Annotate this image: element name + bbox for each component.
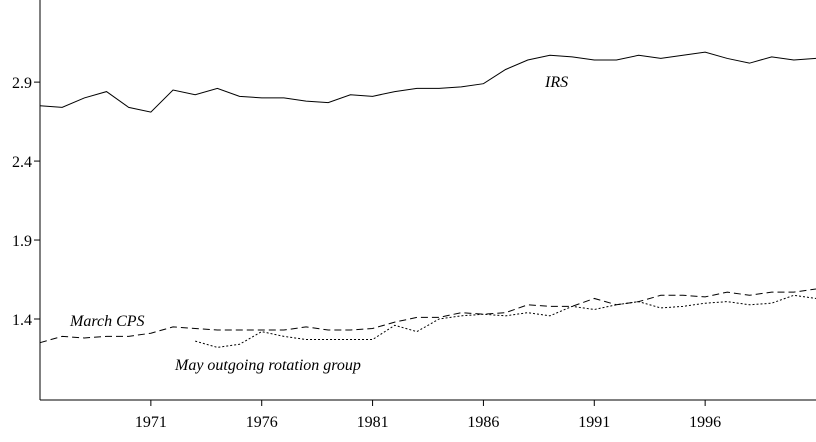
series-line [39, 51, 816, 113]
series-label: March CPS [69, 313, 145, 330]
x-tick-label: 1991 [578, 414, 610, 431]
x-tick-label: 1986 [467, 414, 499, 431]
x-tick-label: 1981 [357, 414, 389, 431]
x-tick-label: 1976 [246, 414, 278, 431]
series-label: May outgoing rotation group [174, 357, 361, 374]
series-line [39, 288, 816, 344]
series-line [195, 294, 816, 348]
x-tick-label: 1971 [135, 414, 167, 431]
x-tick-label: 1996 [689, 414, 721, 431]
y-tick-label: 2.9 [12, 75, 32, 92]
y-tick-label: 1.4 [12, 312, 32, 329]
y-tick-label: 1.9 [12, 233, 32, 250]
series-label: IRS [544, 74, 568, 91]
y-tick-label: 2.4 [12, 154, 32, 171]
